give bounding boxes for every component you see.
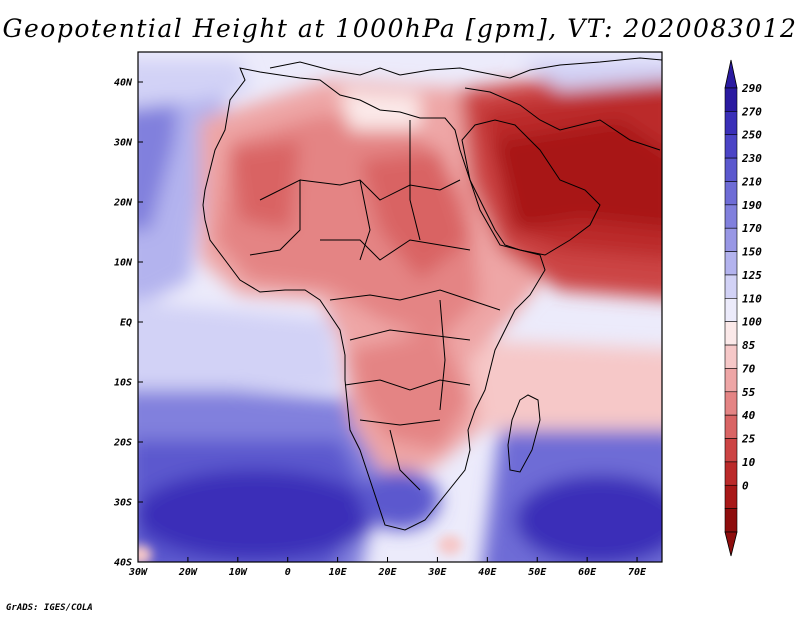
colorbar-label: 170 [742, 222, 762, 235]
colorbar-swatch [724, 274, 738, 299]
colorbar-label: 110 [742, 292, 762, 305]
map-title: Geopotential Height at 1000hPa [gpm], VT… [2, 14, 798, 43]
plot-frame [137, 51, 663, 563]
latitude-axis: 40N 30N 20N 10N EQ 10S 20S 30S 40S [113, 78, 143, 569]
colorbar-swatch [724, 87, 738, 112]
lat-tick-label: EQ [120, 318, 132, 329]
coastlines [202, 57, 662, 531]
lat-tick-label: 40S [114, 558, 132, 569]
lon-tick-label: 40E [478, 567, 497, 578]
colorbar-swatch [724, 181, 738, 206]
longitude-axis: 30W 20W 10W 0 10E 20E 30E 40E 50E 60E 70E [128, 557, 647, 578]
colorbar-swatch [724, 461, 738, 486]
colorbar-swatch [724, 298, 738, 322]
colorbar-label: 25 [741, 433, 756, 446]
colorbar-label: 290 [741, 82, 762, 95]
colorbar-max-arrow [724, 59, 738, 89]
colorbar-label: 190 [742, 199, 762, 212]
colorbar-label: 150 [742, 246, 762, 259]
lat-tick-label: 30N [113, 138, 133, 149]
colorbar-swatch [724, 438, 738, 463]
lon-tick-label: 50E [528, 567, 547, 578]
colorbar-swatch [724, 391, 738, 416]
colorbar-swatch [724, 484, 738, 509]
colorbar-swatch [724, 508, 738, 533]
lon-tick-label: 20W [178, 567, 198, 578]
lon-tick-label: 30E [427, 567, 447, 578]
grads-credit: GrADS: IGES/COLA [6, 603, 93, 613]
colorbar-label: 270 [741, 105, 762, 118]
lon-tick-label: 70E [628, 567, 647, 578]
colorbar-label: 125 [742, 269, 762, 282]
colorbar-swatch [724, 368, 738, 393]
colorbar-swatch [724, 134, 738, 159]
lat-tick-label: 10S [114, 378, 132, 389]
lat-tick-label: 30S [113, 498, 132, 509]
colorbar-swatch [724, 321, 738, 346]
colorbar-swatch [724, 111, 738, 136]
lat-tick-label: 20S [113, 438, 132, 449]
colorbar: 2902702502302101901701501251101008570554… [724, 59, 762, 557]
colorbar-label: 210 [741, 175, 762, 188]
colorbar-label: 40 [742, 409, 756, 422]
colorbar-swatch [724, 227, 738, 252]
colorbar-swatch [724, 251, 738, 276]
lon-tick-label: 60E [578, 567, 597, 578]
colorbar-label: 55 [742, 386, 756, 399]
lon-tick-label: 30W [128, 567, 148, 578]
colorbar-label: 230 [741, 152, 762, 165]
lon-tick-label: 10W [229, 567, 248, 578]
lon-tick-label: 20E [377, 567, 397, 578]
colorbar-label: 70 [742, 362, 756, 375]
colorbar-label: 85 [742, 339, 756, 352]
height-field [138, 52, 662, 562]
lat-tick-label: 10N [114, 258, 133, 269]
colorbar-swatch [724, 414, 738, 439]
colorbar-swatch [724, 204, 738, 229]
colorbar-label: 100 [742, 316, 762, 329]
lat-tick-label: 40N [114, 78, 133, 89]
colorbar-label: 10 [742, 456, 756, 469]
colorbar-label: 250 [741, 129, 762, 142]
colorbar-swatch [724, 157, 738, 182]
colorbar-min-arrow [724, 531, 738, 557]
lon-tick-label: 10E [329, 567, 348, 578]
colorbar-swatch [724, 344, 738, 369]
lon-tick-label: 0 [285, 567, 291, 578]
lat-tick-label: 20N [113, 198, 133, 209]
colorbar-label: 0 [742, 479, 749, 492]
